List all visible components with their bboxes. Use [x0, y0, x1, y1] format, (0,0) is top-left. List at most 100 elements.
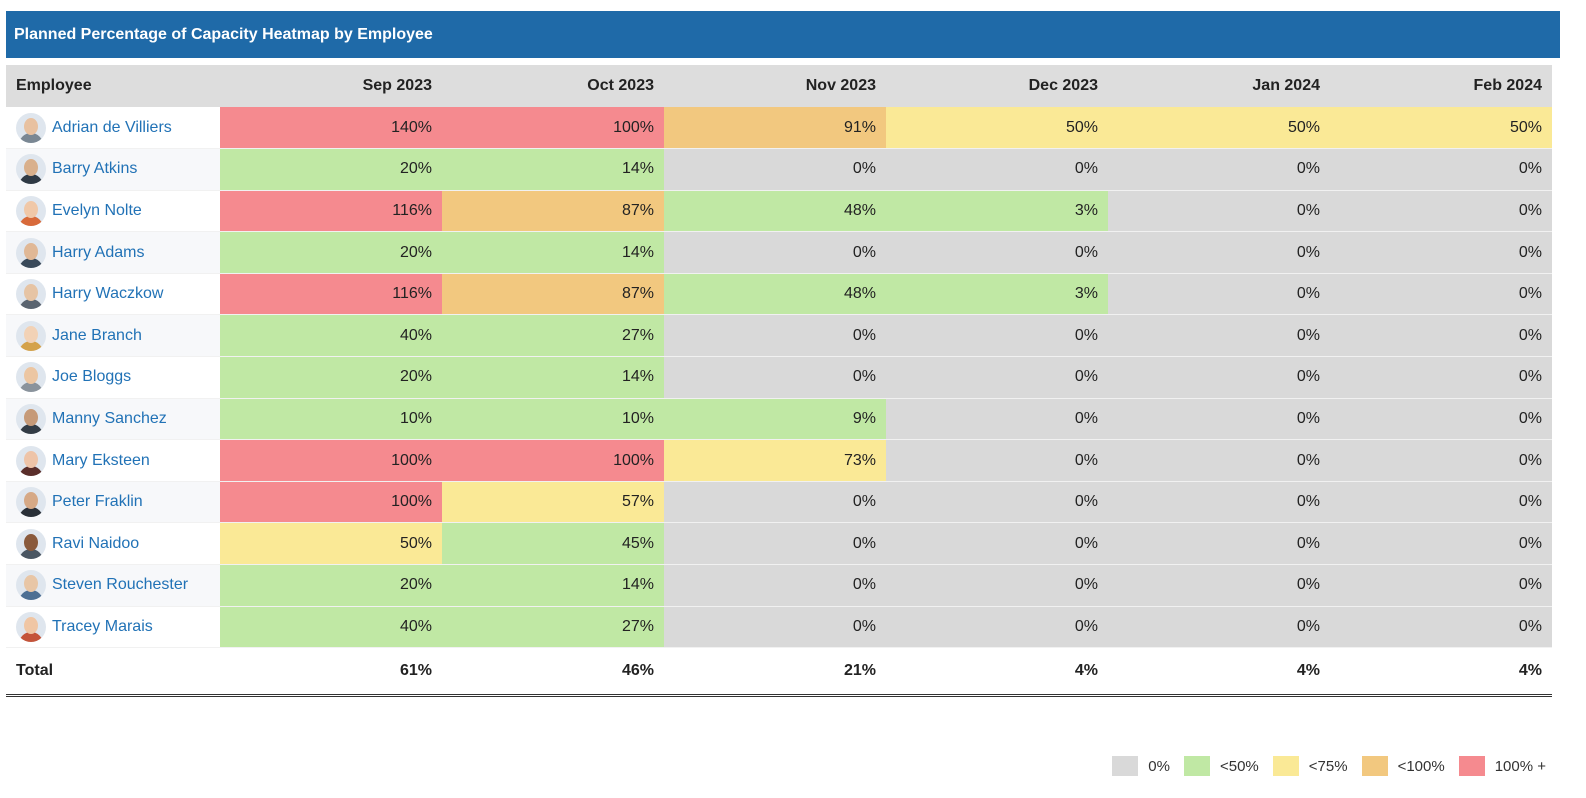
heatmap-cell: 20% [220, 231, 442, 274]
heatmap-cell: 0% [1108, 522, 1330, 566]
heatmap-cell: 20% [220, 148, 442, 191]
heatmap-cell: 0% [664, 564, 886, 607]
avatar [16, 570, 46, 601]
heatmap-cell: 0% [886, 148, 1108, 191]
heatmap-cell: 0% [1108, 231, 1330, 274]
legend-swatch [1112, 756, 1139, 776]
heatmap-cell: 0% [664, 356, 886, 399]
column-header-nov-2023[interactable]: Nov 2023 [805, 77, 876, 94]
heatmap-cell: 14% [442, 148, 664, 191]
report-title: Planned Percentage of Capacity Heatmap b… [6, 11, 1560, 58]
heatmap-cell: 0% [1108, 314, 1330, 358]
employee-cell: Adrian de Villiers [6, 107, 220, 150]
avatar [16, 487, 46, 518]
heatmap-cell: 0% [886, 439, 1108, 482]
legend-item: <50% [1183, 756, 1259, 776]
table-row: Evelyn Nolte 116% 87% 48% 3% 0% 0% [6, 190, 1552, 233]
heatmap-cell: 3% [886, 273, 1108, 316]
employee-cell-content: Ravi Naidoo [16, 528, 220, 559]
employee-name-link[interactable]: Joe Bloggs [52, 368, 132, 386]
employee-name-link[interactable]: Barry Atkins [52, 160, 138, 178]
heatmap-cell: 0% [886, 481, 1108, 524]
column-header-sep-2023[interactable]: Sep 2023 [362, 77, 432, 94]
heatmap-cell: 0% [1108, 481, 1330, 524]
employee-cell-content: Adrian de Villiers [16, 112, 220, 143]
employee-name-link[interactable]: Mary Eksteen [52, 451, 150, 469]
heatmap-cell: 0% [1108, 148, 1330, 191]
heatmap-cell: 73% [664, 439, 886, 482]
heatmap-cell: 0% [886, 314, 1108, 358]
heatmap-cell: 100% [442, 107, 664, 150]
employee-cell: Ravi Naidoo [6, 522, 220, 566]
heatmap-cell: 0% [664, 481, 886, 524]
heatmap-cell: 116% [220, 273, 442, 316]
table-row: Harry Adams 20% 14% 0% 0% 0% 0% [6, 231, 1552, 274]
header-row: Employee Sep 2023 Oct 2023 Nov 2023 Dec … [6, 65, 1552, 107]
employee-name-link[interactable]: Jane Branch [52, 326, 142, 344]
employee-cell: Tracey Marais [6, 606, 220, 649]
heatmap-cell: 50% [1330, 107, 1552, 150]
heatmap-cell: 48% [664, 190, 886, 233]
heatmap-cell: 0% [1330, 522, 1552, 566]
avatar [16, 237, 46, 268]
column-header-oct-2023[interactable]: Oct 2023 [587, 77, 654, 94]
heatmap-cell: 0% [886, 356, 1108, 399]
employee-name-link[interactable]: Harry Adams [52, 243, 145, 261]
heatmap-cell: 40% [220, 314, 442, 358]
employee-cell: Barry Atkins [6, 148, 220, 191]
table-row: Peter Fraklin 100% 57% 0% 0% 0% 0% [6, 481, 1552, 524]
heatmap-cell: 87% [442, 190, 664, 233]
heatmap-cell: 0% [886, 564, 1108, 607]
table-row: Joe Bloggs 20% 14% 0% 0% 0% 0% [6, 356, 1552, 399]
total-value: 21% [843, 662, 876, 680]
employee-name-link[interactable]: Adrian de Villiers [52, 118, 172, 136]
employee-cell: Manny Sanchez [6, 398, 220, 441]
legend-item: 100% + [1458, 756, 1546, 776]
table-row: Ravi Naidoo 50% 45% 0% 0% 0% 0% [6, 522, 1552, 566]
column-header-dec-2023[interactable]: Dec 2023 [1028, 77, 1098, 94]
column-header-jan-2024[interactable]: Jan 2024 [1252, 77, 1320, 94]
employee-name-link[interactable]: Ravi Naidoo [52, 534, 140, 552]
legend-label: 0% [1148, 757, 1170, 775]
heatmap-cell: 27% [442, 606, 664, 649]
avatar [16, 154, 46, 185]
heatmap-cell: 0% [886, 398, 1108, 441]
employee-cell-content: Harry Adams [16, 237, 220, 268]
table-row: Adrian de Villiers 140% 100% 91% 50% 50% 50% [6, 107, 1552, 150]
employee-name-link[interactable]: Peter Fraklin [52, 493, 143, 511]
employee-cell: Peter Fraklin [6, 481, 220, 524]
avatar [16, 445, 46, 476]
heatmap-cell: 0% [1330, 564, 1552, 607]
legend-label: 100% + [1494, 757, 1546, 775]
employee-cell: Mary Eksteen [6, 439, 220, 482]
avatar [16, 195, 46, 226]
heatmap-cell: 14% [442, 231, 664, 274]
legend-item: <100% [1361, 756, 1445, 776]
employee-name-link[interactable]: Manny Sanchez [52, 409, 167, 427]
heatmap-cell: 27% [442, 314, 664, 358]
employee-cell-content: Harry Waczkow [16, 279, 220, 310]
employee-name-link[interactable]: Harry Waczkow [52, 285, 164, 303]
heatmap-cell: 20% [220, 356, 442, 399]
column-header-employee[interactable]: Employee [16, 77, 92, 94]
heatmap-cell: 0% [1330, 356, 1552, 399]
employee-name-link[interactable]: Tracey Marais [52, 617, 153, 635]
heatmap-cell: 45% [442, 522, 664, 566]
employee-name-link[interactable]: Evelyn Nolte [52, 201, 142, 219]
heatmap-cell: 50% [1108, 107, 1330, 150]
employee-cell-content: Barry Atkins [16, 154, 220, 185]
heatmap-cell: 0% [886, 231, 1108, 274]
table-row: Steven Rouchester 20% 14% 0% 0% 0% 0% [6, 564, 1552, 607]
heatmap-cell: 0% [1330, 481, 1552, 524]
table-row: Mary Eksteen 100% 100% 73% 0% 0% 0% [6, 439, 1552, 482]
employee-name-link[interactable]: Steven Rouchester [52, 576, 189, 594]
heatmap-cell: 91% [664, 107, 886, 150]
employee-cell: Jane Branch [6, 314, 220, 358]
legend-swatch [1361, 756, 1388, 776]
heatmap-cell: 0% [886, 606, 1108, 649]
heatmap-cell: 140% [220, 107, 442, 150]
heatmap-cell: 0% [664, 148, 886, 191]
heatmap-cell: 100% [220, 439, 442, 482]
column-header-feb-2024[interactable]: Feb 2024 [1473, 77, 1542, 94]
heatmap-cell: 0% [664, 314, 886, 358]
